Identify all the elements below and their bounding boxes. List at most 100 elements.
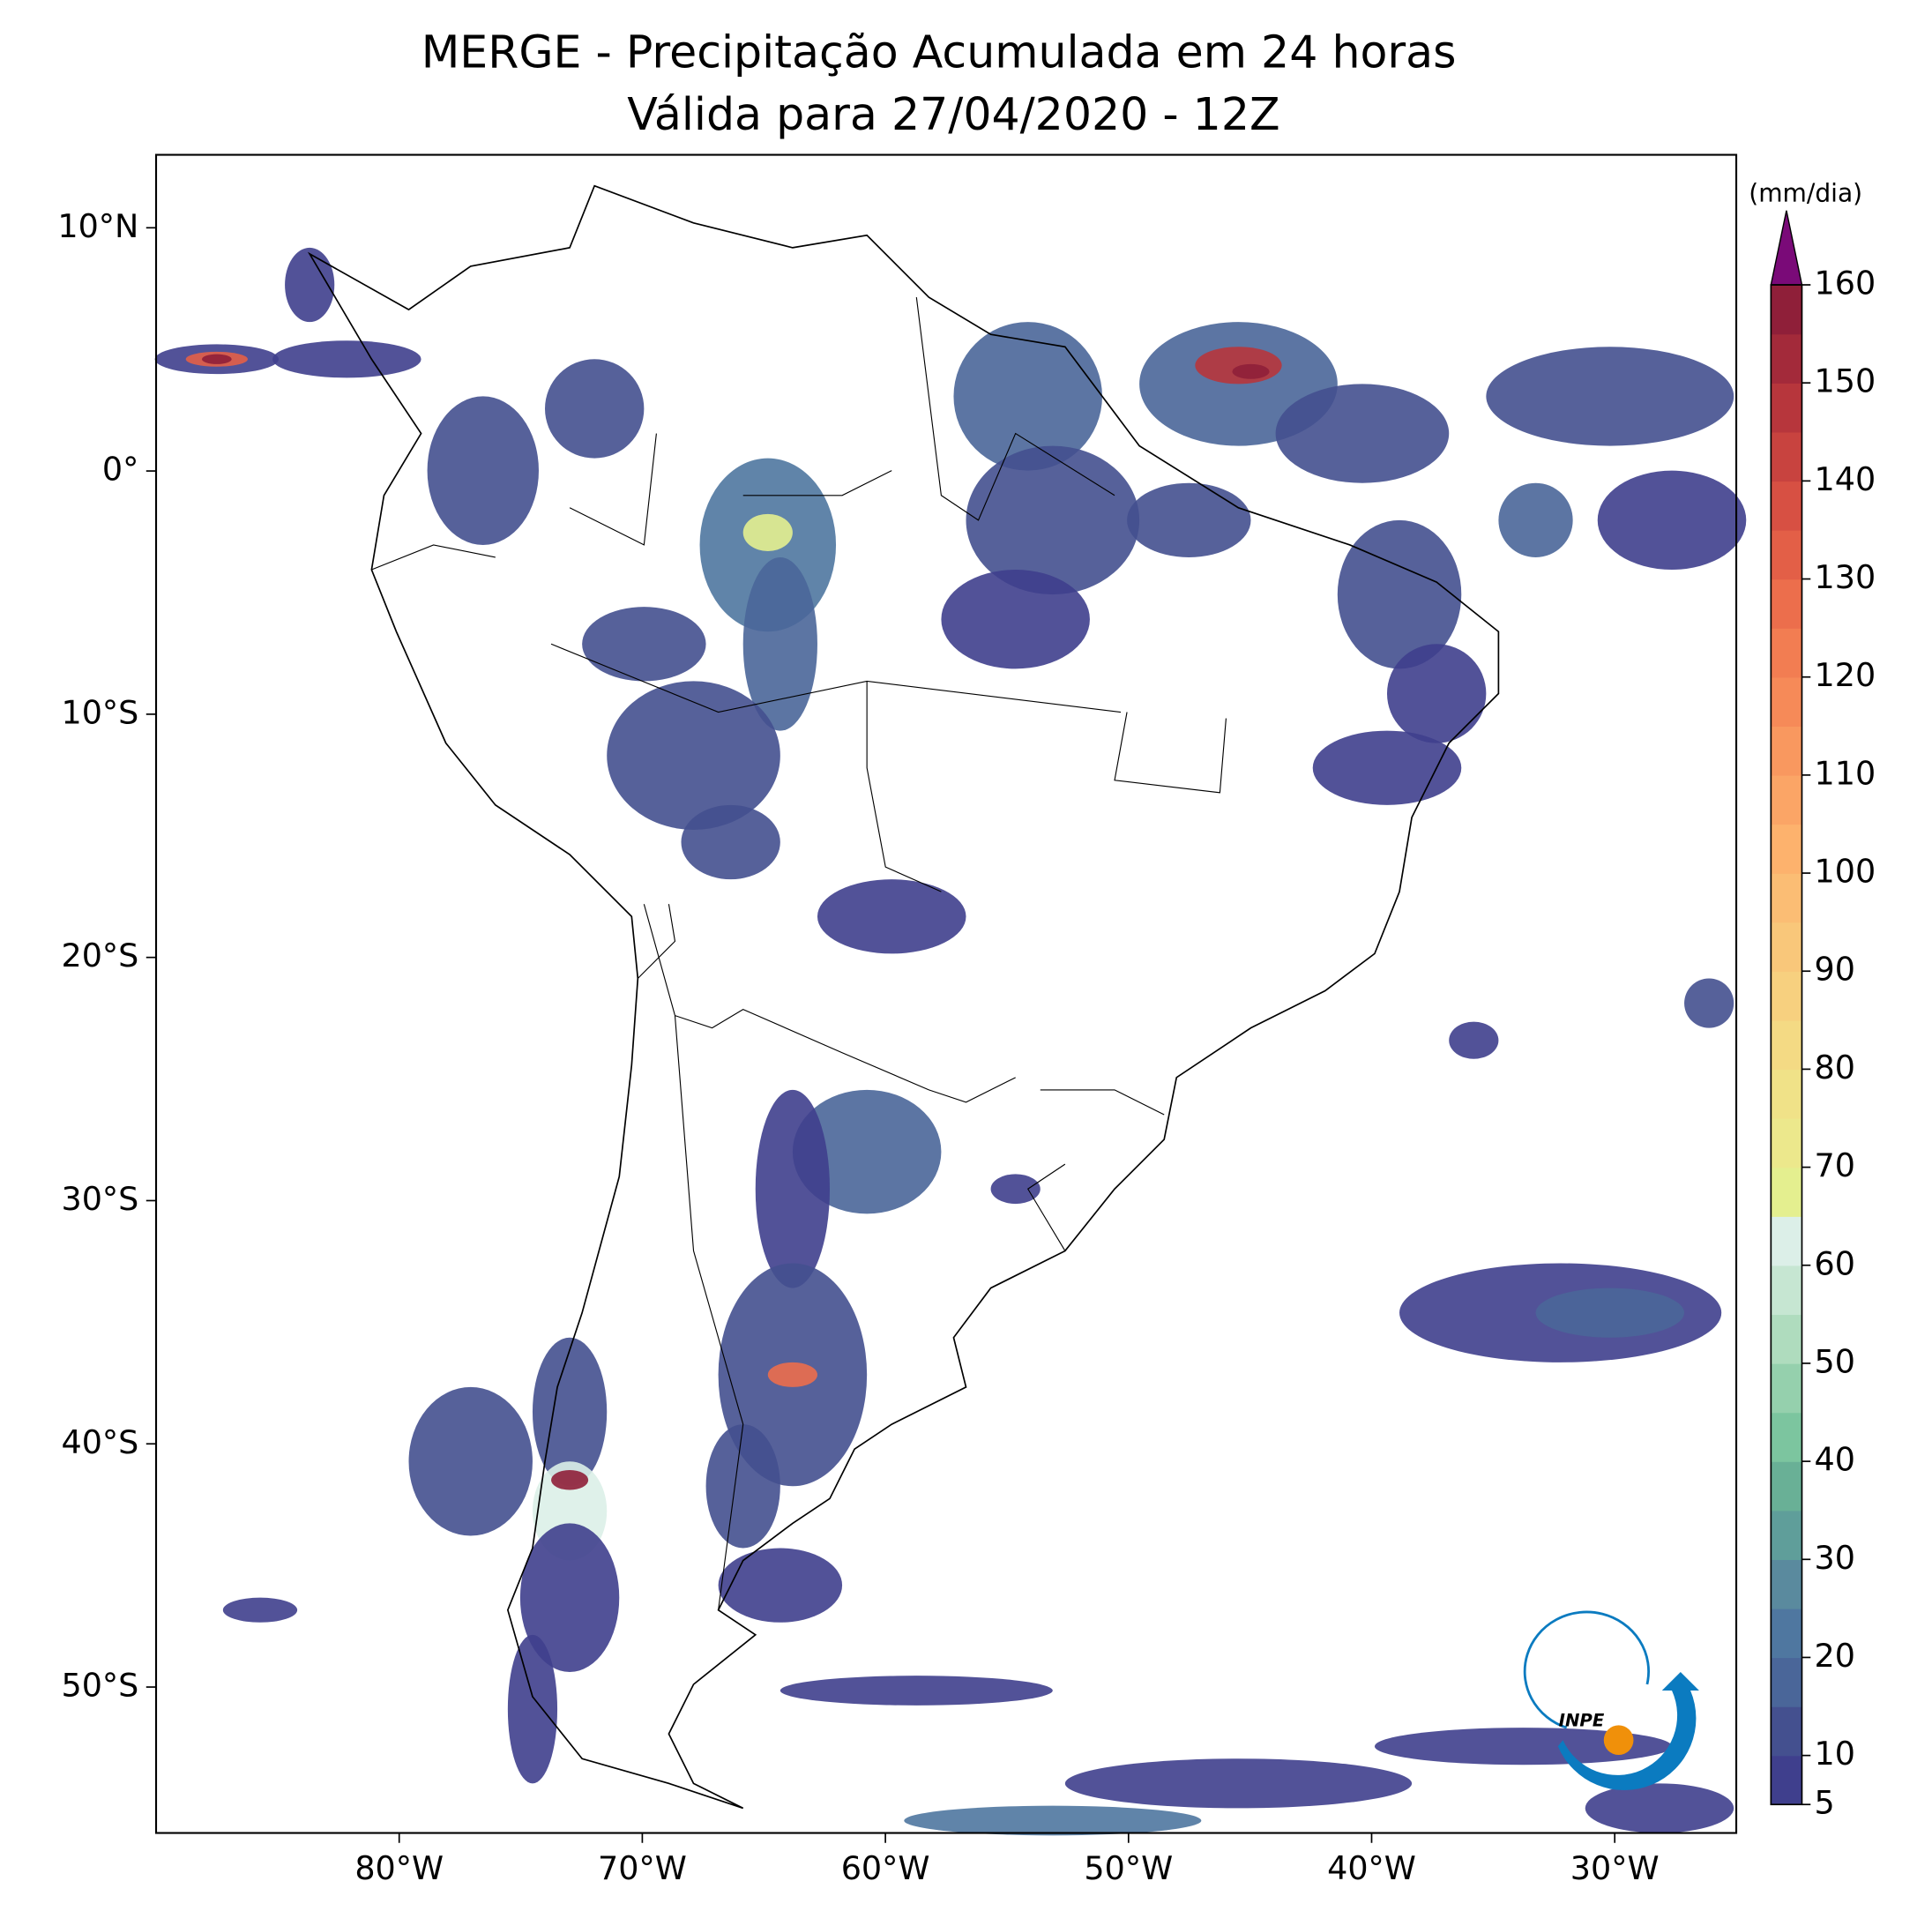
rain-area (990, 1174, 1041, 1205)
colorbar-segment (1771, 1216, 1802, 1266)
rain-area (1374, 1728, 1673, 1765)
x-tick-label: 60°W (841, 1849, 930, 1887)
rain-area (1275, 384, 1450, 483)
logo-text: INPE (1559, 1711, 1605, 1731)
colorbar-tick-label: 90 (1815, 951, 1855, 989)
colorbar-segment (1771, 285, 1802, 335)
colorbar-tick-label: 50 (1815, 1342, 1855, 1380)
rain-area (519, 1523, 620, 1672)
x-tick-label: 80°W (354, 1849, 444, 1887)
colorbar-segment (1771, 1657, 1802, 1707)
colorbar-segment (1771, 481, 1802, 531)
y-tick-label: 10°S (61, 693, 138, 731)
map-title: MERGE - Precipitação Acumulada em 24 hor… (421, 26, 1457, 78)
rain-area (904, 1805, 1202, 1836)
colorbar-tick-label: 140 (1815, 460, 1876, 498)
colorbar-tick-label: 110 (1815, 754, 1876, 792)
colorbar-segment (1771, 1755, 1802, 1805)
colorbar-segment (1771, 774, 1802, 825)
colorbar-segment (1771, 873, 1802, 923)
rain-area (817, 879, 966, 954)
colorbar-tick-label: 10 (1815, 1735, 1855, 1773)
rain-area (408, 1386, 533, 1536)
colorbar-segment (1771, 1461, 1802, 1512)
colorbar-segment (1771, 1314, 1802, 1364)
y-tick-label: 10°N (57, 207, 138, 245)
rain-area (285, 247, 335, 323)
rain-area (1064, 1758, 1413, 1809)
colorbar-segment (1771, 1019, 1802, 1071)
colorbar-segment (1771, 1706, 1802, 1757)
x-tick-label: 50°W (1084, 1849, 1173, 1887)
colorbar-segment (1771, 383, 1802, 433)
colorbar-segment (1771, 431, 1802, 482)
colorbar-tick-label: 100 (1815, 853, 1876, 891)
colorbar-frame (1770, 284, 1803, 1806)
rain-area (755, 1089, 831, 1288)
colorbar-segment (1771, 922, 1802, 972)
rain-area (1232, 363, 1270, 379)
colorbar-tick-label: 5 (1815, 1784, 1835, 1822)
colorbar-tick-label: 130 (1815, 558, 1876, 596)
y-tick-label: 20°S (61, 937, 138, 974)
colorbar-tick-label: 80 (1815, 1049, 1855, 1086)
rain-area (742, 513, 793, 551)
colorbar-segment (1771, 971, 1802, 1021)
colorbar-segment (1771, 1117, 1802, 1168)
rain-area (705, 1424, 780, 1549)
rain-area (1449, 1021, 1499, 1059)
rain-area (1337, 519, 1462, 669)
rain-area (1127, 482, 1251, 557)
colorbar-tick-label: 30 (1815, 1539, 1855, 1577)
y-tick-label: 50°S (61, 1667, 138, 1705)
y-tick-label: 40°S (61, 1423, 138, 1461)
rain-area (1684, 978, 1734, 1028)
y-tick-label: 30°S (61, 1180, 138, 1218)
colorbar-tick-label: 60 (1815, 1244, 1855, 1282)
colorbar-segment (1771, 1362, 1802, 1414)
rain-area (582, 607, 706, 682)
rain-area (1486, 347, 1734, 446)
colorbar-label: (mm/dia) (1749, 178, 1862, 207)
map-frame (154, 153, 1738, 1834)
colorbar-segment (1771, 676, 1802, 728)
rain-area (1585, 1783, 1734, 1833)
rain-area (966, 445, 1140, 595)
rain-area (222, 1597, 298, 1623)
colorbar-segment (1771, 1412, 1802, 1462)
logo-arc (1523, 1610, 1650, 1729)
colorbar-segment (1771, 333, 1802, 384)
rain-area (545, 359, 645, 459)
rain-area (1386, 644, 1487, 743)
coastline (307, 184, 1500, 1810)
logo-swoosh (1557, 1671, 1699, 1791)
colorbar-segment (1771, 1265, 1802, 1316)
map-subtitle: Válida para 27/04/2020 - 12Z (627, 88, 1279, 140)
rain-area (792, 1089, 942, 1214)
colorbar-segment (1771, 824, 1802, 874)
rain-area (532, 1337, 608, 1487)
y-tick-label: 0° (102, 451, 138, 489)
x-tick-label: 40°W (1327, 1849, 1416, 1887)
rain-area (201, 354, 232, 364)
colorbar-segment (1771, 1559, 1802, 1609)
colorbar-segment (1771, 726, 1802, 776)
rain-area (1498, 482, 1573, 557)
colorbar-tick-label: 160 (1815, 265, 1876, 302)
colorbar-segment (1771, 628, 1802, 678)
precipitation-field (154, 247, 1747, 1836)
colorbar-segment (1771, 579, 1802, 629)
rain-area (507, 1634, 558, 1784)
colorbar-extend (1770, 210, 1803, 286)
rain-area (551, 1470, 589, 1490)
rain-area (1312, 730, 1462, 805)
rain-area (718, 1548, 843, 1623)
x-tick-label: 30°W (1570, 1849, 1660, 1887)
borders (371, 296, 1227, 1610)
rain-area (607, 681, 780, 830)
rain-area (427, 396, 539, 545)
rain-area (780, 1676, 1053, 1706)
colorbar-tick-label: 120 (1815, 656, 1876, 694)
colorbar-tick-label: 20 (1815, 1637, 1855, 1675)
